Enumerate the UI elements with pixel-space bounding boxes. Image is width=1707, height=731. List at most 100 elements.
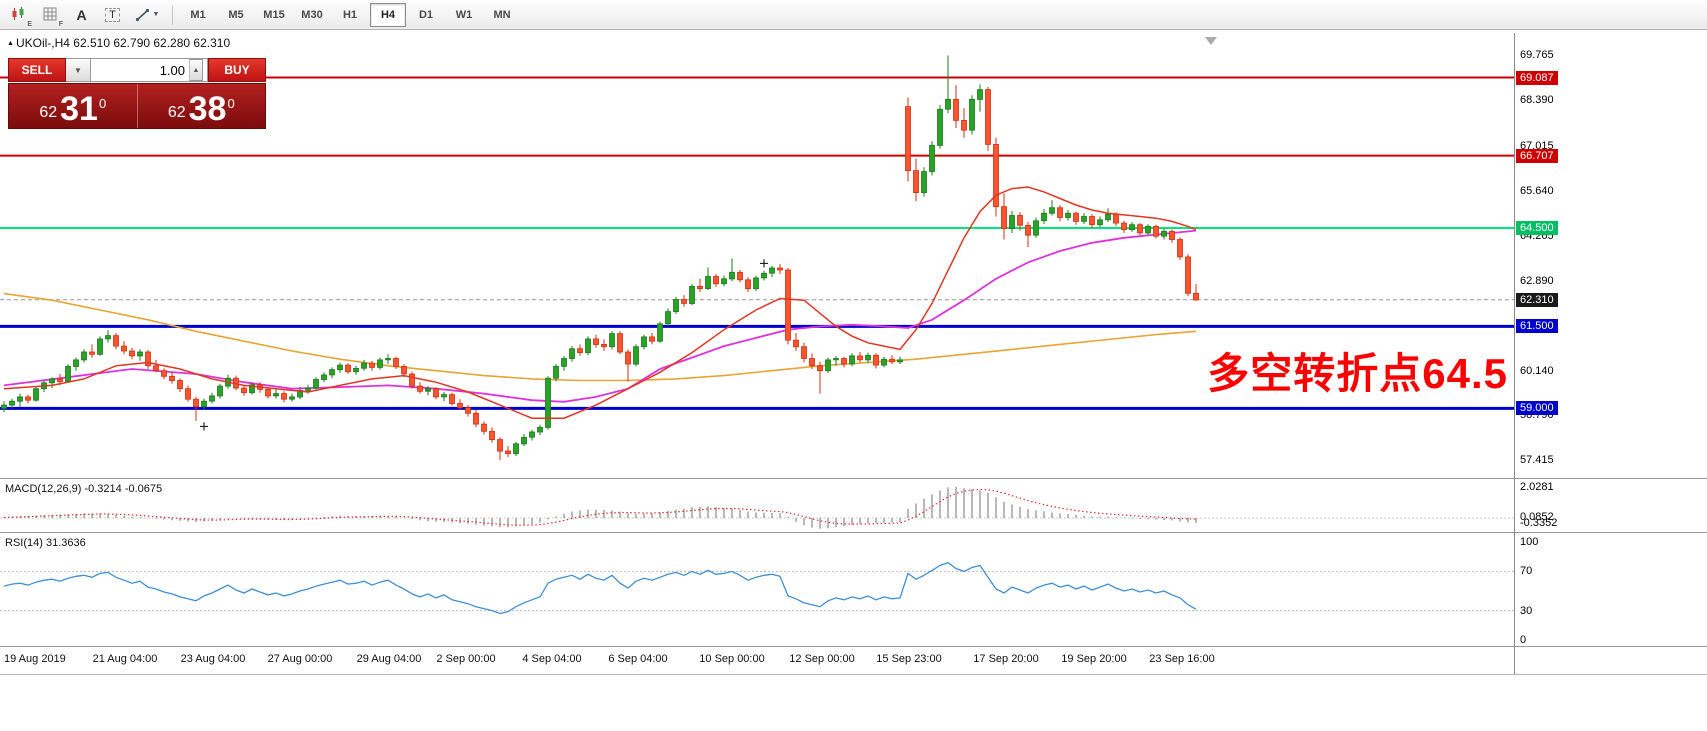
timeframe-button-m5[interactable]: M5 bbox=[228, 8, 244, 21]
text-tool-button[interactable]: T bbox=[98, 2, 127, 28]
price-axis-label: 57.415 bbox=[1520, 454, 1554, 467]
timeframe-button-h1[interactable]: H1 bbox=[342, 8, 358, 21]
candle-body bbox=[481, 423, 487, 432]
candle-body bbox=[505, 450, 511, 454]
candle-body bbox=[409, 373, 415, 387]
chart-plus-marker[interactable] bbox=[760, 259, 768, 268]
collapse-arrow-icon[interactable]: ▲ bbox=[7, 40, 14, 47]
candle-body bbox=[169, 375, 175, 381]
time-axis-label: 23 Sep 16:00 bbox=[1149, 653, 1215, 665]
candle-body bbox=[537, 426, 543, 433]
main-chart-plot[interactable] bbox=[0, 33, 1514, 478]
candle-body bbox=[1121, 222, 1127, 231]
ma-medium-line bbox=[3, 229, 1197, 403]
candle-body bbox=[545, 377, 551, 428]
sell-button[interactable]: SELL bbox=[8, 58, 66, 82]
candle-body bbox=[1073, 212, 1079, 222]
candle-body bbox=[521, 436, 527, 445]
candle-body bbox=[193, 398, 199, 408]
candle-body bbox=[633, 346, 639, 365]
buy-price-display[interactable]: 62 38 0 bbox=[138, 84, 266, 128]
candle-body bbox=[801, 346, 807, 359]
candle-body bbox=[473, 412, 479, 425]
chart-plus-marker[interactable] bbox=[200, 422, 208, 431]
candle-body bbox=[1169, 230, 1175, 240]
time-axis-label: 12 Sep 00:00 bbox=[789, 653, 855, 665]
candle-body bbox=[97, 338, 103, 355]
candle-body bbox=[673, 299, 679, 313]
macd-plot[interactable] bbox=[0, 480, 1514, 532]
grid-button[interactable]: F bbox=[36, 2, 65, 28]
macd-label: MACD(12,26,9) -0.3214 -0.0675 bbox=[5, 483, 163, 495]
candle-body bbox=[857, 355, 863, 361]
rsi-line bbox=[3, 561, 1197, 615]
timeframe-button-m15[interactable]: M15 bbox=[263, 8, 285, 21]
time-axis-label: 23 Aug 04:00 bbox=[180, 653, 246, 665]
candle-body bbox=[609, 333, 615, 348]
candle-body bbox=[17, 396, 23, 402]
candle-body bbox=[705, 276, 711, 290]
timeframe-button-m30[interactable]: M30 bbox=[301, 8, 323, 21]
candle-body bbox=[1105, 213, 1111, 221]
candle-body bbox=[353, 367, 359, 373]
candle-body bbox=[137, 351, 143, 357]
ma-slow-line bbox=[3, 292, 1197, 382]
candle-body bbox=[625, 351, 631, 365]
timeframe-group: M1 M5 M15 M30 H1 H4 D1 W1 MN bbox=[179, 2, 521, 27]
pane-splitter[interactable] bbox=[0, 478, 1707, 479]
candle-body bbox=[425, 388, 431, 392]
draw-tool-icon bbox=[135, 8, 149, 21]
chart-text-annotation[interactable]: 多空转折点64.5 bbox=[1207, 350, 1508, 397]
chart-shift-marker[interactable] bbox=[1205, 37, 1217, 45]
candle-body bbox=[1129, 224, 1135, 230]
time-axis-label: 10 Sep 00:00 bbox=[699, 653, 765, 665]
volume-stepper[interactable]: ▲ bbox=[189, 59, 203, 81]
timeframe-button-d1[interactable]: D1 bbox=[418, 8, 434, 21]
candle-body bbox=[33, 388, 39, 401]
pane-splitter[interactable] bbox=[0, 646, 1707, 647]
level-price-badge: 69.087 bbox=[1516, 70, 1558, 85]
candle-body bbox=[1145, 225, 1151, 234]
rsi-plot[interactable] bbox=[0, 534, 1514, 646]
chart-window[interactable]: ▲ UKOil-,H4 62.510 62.790 62.280 62.310 M… bbox=[0, 30, 1707, 731]
candle-body bbox=[25, 396, 31, 401]
candle-body bbox=[209, 395, 215, 402]
timeframe-button-h4[interactable]: H4 bbox=[370, 2, 406, 27]
candle-body bbox=[889, 358, 895, 363]
time-axis-label: 29 Aug 04:00 bbox=[356, 653, 422, 665]
label-tool-button[interactable]: A bbox=[67, 2, 96, 28]
chart-title: ▲ UKOil-,H4 62.510 62.790 62.280 62.310 bbox=[7, 36, 230, 50]
candle-body bbox=[585, 338, 591, 354]
chart-candles-button[interactable]: E bbox=[5, 2, 34, 28]
candle-body bbox=[249, 384, 255, 394]
candle-body bbox=[489, 430, 495, 440]
timeframe-button-mn[interactable]: MN bbox=[493, 8, 511, 21]
candle-body bbox=[1153, 225, 1159, 237]
time-axis[interactable]: 19 Aug 2019 21 Aug 04:00 23 Aug 04:00 27 Au… bbox=[0, 648, 1707, 674]
pane-splitter bbox=[0, 674, 1707, 675]
candle-body bbox=[57, 378, 63, 382]
text-tool-icon: T bbox=[105, 7, 120, 22]
candle-body bbox=[793, 339, 799, 348]
candle-body bbox=[569, 348, 575, 359]
time-axis-label: 15 Sep 23:00 bbox=[876, 653, 942, 665]
pane-splitter[interactable] bbox=[0, 532, 1707, 533]
candle-body bbox=[1113, 213, 1119, 224]
price-axis[interactable]: 69.765 68.390 67.015 65.640 64.265 62.890 60.1… bbox=[1515, 33, 1707, 674]
candle-body bbox=[313, 379, 319, 389]
candle-body bbox=[177, 380, 183, 390]
candle-body bbox=[153, 365, 159, 372]
timeframe-button-w1[interactable]: W1 bbox=[455, 8, 473, 21]
volume-input[interactable]: 1.00 ▲ bbox=[91, 58, 208, 82]
time-axis-label: 4 Sep 04:00 bbox=[522, 653, 582, 665]
candle-body bbox=[145, 351, 151, 367]
candle-body bbox=[617, 333, 623, 353]
icon-sub-label: F bbox=[58, 20, 63, 28]
volume-dropdown[interactable]: ▼ bbox=[66, 58, 91, 82]
buy-button[interactable]: BUY bbox=[208, 58, 266, 82]
timeframe-button-m1[interactable]: M1 bbox=[190, 8, 206, 21]
draw-tool-button[interactable]: ▼ bbox=[129, 2, 165, 28]
sell-price-pips: 31 bbox=[60, 90, 98, 129]
sell-price-display[interactable]: 62 31 0 bbox=[9, 84, 138, 128]
level-price-badge: 66.707 bbox=[1516, 148, 1558, 163]
